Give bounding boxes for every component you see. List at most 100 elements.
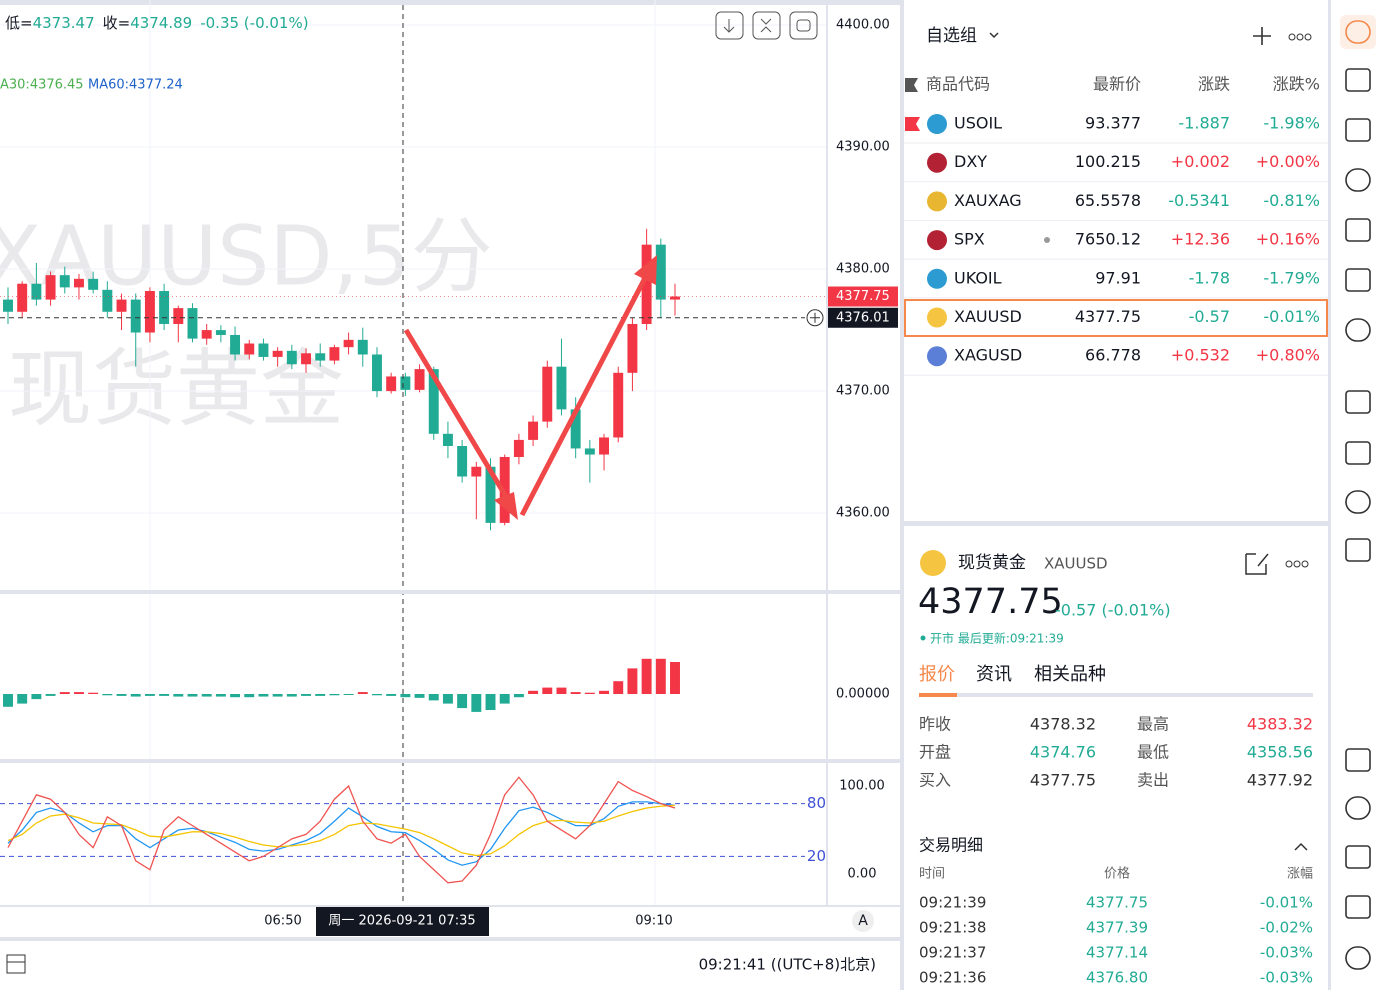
y-tick-label: 4390.00 — [836, 140, 890, 155]
symbol[interactable]: XAUXAG — [954, 191, 1022, 210]
button[interactable] — [715, 11, 744, 40]
more-icon[interactable] — [1285, 560, 1309, 568]
tab-indicator — [919, 693, 957, 697]
candle-body — [655, 244, 666, 300]
calendar-icon[interactable] — [6, 954, 26, 974]
symbol[interactable]: DXY — [954, 152, 987, 171]
macd-bar — [187, 694, 198, 697]
symbol[interactable]: USOIL — [954, 114, 1002, 133]
symbol[interactable]: XAGUSD — [954, 346, 1022, 365]
candle-body — [442, 433, 453, 447]
macd-bar — [258, 694, 269, 697]
candle-body — [3, 299, 13, 312]
clock: 09:21:41 ((UTC+8)北京) — [699, 956, 876, 974]
sidebar-icon[interactable] — [1345, 118, 1371, 142]
sidebar-icon[interactable] — [1345, 68, 1371, 92]
ohlc-header: 低=4373.47 收=4374.89 -0.35 (-0.01%) — [5, 14, 309, 32]
crosshair-time-tag — [316, 907, 489, 936]
top-border — [0, 0, 900, 5]
macd-bar — [428, 694, 439, 701]
crosshair-add-icon[interactable] — [810, 312, 820, 323]
selected-row — [904, 299, 1328, 337]
last-price: 100.215 — [1075, 152, 1141, 171]
stat-label: 开盘 — [919, 743, 951, 762]
sidebar-icon[interactable] — [1345, 441, 1371, 465]
watchlist-title[interactable]: 自选组 — [926, 26, 977, 46]
candle-body — [258, 343, 269, 357]
sidebar-icon[interactable] — [1345, 538, 1371, 562]
arrow-head — [494, 492, 518, 520]
pane-divider — [0, 590, 900, 594]
ma-legend: MA60:4377.24 — [88, 78, 183, 93]
macd-bar — [485, 694, 496, 710]
crosshair-tag-label: 4376.01 — [836, 310, 890, 325]
sidebar-icon[interactable] — [1345, 268, 1371, 292]
candle-body — [244, 343, 255, 355]
add-icon[interactable] — [1253, 27, 1271, 45]
sidebar-icon[interactable] — [1345, 748, 1371, 772]
sidebar-icon[interactable] — [1345, 20, 1371, 44]
sidebar-icon[interactable] — [1345, 845, 1371, 869]
button[interactable] — [752, 11, 781, 40]
trade-cell: -0.02% — [1260, 919, 1313, 937]
dropdown-icon[interactable] — [989, 32, 999, 39]
sidebar-icon[interactable] — [1345, 946, 1371, 970]
edit-icon[interactable] — [1245, 553, 1269, 575]
macd-bar — [457, 694, 468, 709]
panel-divider — [904, 521, 1328, 526]
last-price: 97.91 — [1095, 268, 1141, 287]
candle-body — [201, 330, 212, 339]
macd-bar — [357, 692, 368, 694]
macd-bar — [130, 694, 141, 697]
scale-button-label[interactable]: A — [858, 913, 868, 929]
candle-body — [31, 283, 42, 300]
symbol[interactable]: UKOIL — [954, 268, 1002, 287]
row-dot — [1044, 237, 1050, 243]
row-icon — [927, 191, 947, 212]
candle-body — [17, 283, 28, 312]
change: -0.57 — [1189, 307, 1230, 326]
sidebar-icon[interactable] — [1345, 895, 1371, 919]
y-tick-label: 100.00 — [839, 779, 885, 794]
sidebar-icon[interactable] — [1345, 490, 1371, 514]
sidebar-icon[interactable] — [1345, 218, 1371, 242]
candle-body — [471, 466, 482, 477]
collapse-icon[interactable] — [1294, 842, 1308, 851]
more-icon[interactable] — [1288, 33, 1312, 41]
trade-cell: 09:21:36 — [919, 969, 986, 987]
sidebar-icon[interactable] — [1345, 168, 1371, 192]
macd-bar — [528, 690, 539, 694]
row-icon — [927, 152, 947, 173]
button[interactable] — [789, 11, 818, 40]
trade-cell: -0.01% — [1260, 894, 1313, 912]
macd-bar — [613, 681, 624, 694]
symbol-icon — [920, 550, 946, 576]
change: -1.98% — [1263, 114, 1320, 133]
sidebar — [1340, 15, 1376, 970]
trade-cell: 4376.80 — [1086, 969, 1148, 987]
change: +0.00% — [1256, 152, 1320, 171]
sidebar-icon[interactable] — [1345, 390, 1371, 414]
sidebar-icon[interactable] — [1345, 318, 1371, 342]
candle-body — [173, 308, 184, 324]
level-label: 80 — [807, 794, 826, 812]
sidebar-icon[interactable] — [1345, 796, 1371, 820]
stat-label: 买入 — [919, 771, 951, 790]
trade-cell: 09:21:38 — [919, 919, 986, 937]
symbol[interactable]: XAUUSD — [954, 307, 1022, 326]
candle-body — [116, 299, 127, 312]
tab[interactable]: 资讯 — [976, 664, 1012, 685]
y-tick-label: 4360.00 — [836, 506, 890, 521]
tab[interactable]: 相关品种 — [1034, 664, 1106, 685]
symbol[interactable]: SPX — [954, 230, 985, 249]
price-tag — [826, 286, 898, 307]
last-price: 7650.12 — [1075, 230, 1141, 249]
tab[interactable]: 报价 — [919, 664, 955, 685]
scale-button[interactable] — [852, 910, 874, 932]
chart: 4400.00 4390.00 4380.00 4370.00 4360.00 4377.… — [0, 0, 898, 936]
macd-bar — [88, 692, 99, 694]
chart-buttons[interactable] — [715, 11, 818, 40]
pane-divider — [0, 759, 900, 763]
